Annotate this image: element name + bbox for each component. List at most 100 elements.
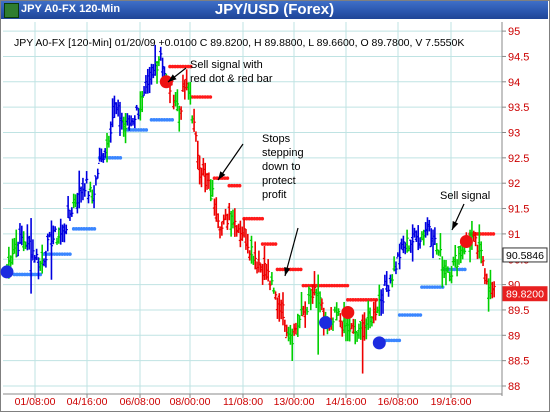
sell-signal-dot [459,235,473,249]
stop-dot [87,227,92,231]
stop-dot [139,128,143,132]
stop-dot [489,232,493,236]
stop-dot [413,313,418,317]
stop-dot [167,118,172,122]
stop-dot [60,252,64,256]
stop-dot [425,285,429,289]
stop-dot [361,298,366,302]
stop-dot [337,283,342,288]
stop-dot [162,118,167,122]
annotation-text: Sell signal [440,190,490,202]
price-box [502,286,548,302]
stop-dot [33,272,37,277]
stop-dot [198,95,202,99]
stop-dot [353,298,358,302]
stop-dot [491,232,496,236]
annotation-text: Stops [262,133,291,145]
title-bar: JPY A0-FX 120-Min JPY/USD (Forex) [1,1,548,19]
stop-dot [17,272,22,277]
stop-dot [74,227,79,231]
stop-dot [427,285,432,289]
stop-dot [278,267,282,272]
app-icon [4,3,19,18]
stop-dot [20,272,24,277]
y-tick-label: 88.5 [508,356,529,368]
stop-dot [79,227,84,231]
stop-dot [15,272,19,277]
stop-dot [400,313,405,317]
stop-dot [38,272,43,277]
annotation-text: profit [262,189,286,201]
stop-dot [55,252,59,256]
stop-dot [356,298,360,302]
stop-dot [327,283,332,288]
stop-dot [403,313,407,317]
price-box-label: 89.8200 [506,289,544,301]
stop-dot [322,283,326,288]
x-tick-label: 16/08:00 [378,396,419,408]
stop-dot [486,232,491,236]
annotation-text: protect [262,175,296,187]
stop-dot [42,252,46,256]
stop-dot [71,227,76,231]
annotation-text: red dot & red bar [190,73,273,85]
stop-dot [387,338,391,343]
y-tick-label: 93.5 [508,102,529,114]
stop-dot [90,227,94,231]
stop-dot [335,283,339,288]
x-tick-label: 19/16:00 [431,396,472,408]
stop-dot [330,283,334,288]
stop-dot [160,118,164,122]
stop-dot [173,64,177,69]
stop-dot [62,252,67,256]
stop-dot [92,227,97,231]
stop-dot [392,338,396,343]
annotation-text: down to [262,161,301,173]
stop-dot [208,95,213,99]
stop-dot [170,118,175,122]
stop-dot [369,298,373,302]
stop-dot [343,283,347,288]
stop-dot [188,64,193,69]
stop-dot [301,283,306,288]
stop-dot [84,227,89,231]
stop-dot [332,283,337,288]
stop-dot [149,118,154,122]
stop-dot [460,267,465,272]
stop-dot [165,118,169,122]
stop-dot [422,285,427,289]
stop-dot [223,176,227,180]
stop-dot [397,313,402,317]
stop-dot [452,267,457,272]
stop-dot [268,242,273,246]
stop-dot [235,183,239,188]
stop-dot [280,267,285,272]
stop-dot [405,313,410,317]
stop-dot [416,313,420,317]
annotation-arrowhead [168,74,177,82]
x-axis: 01/08:00 04/16:00 06/08:00 08/00:00 11/08:00… [15,394,472,408]
stop-dot [22,272,27,277]
stop-dot [144,128,149,132]
annotation-arrowhead [284,267,291,276]
stop-dot [181,64,185,69]
stop-dot [394,338,399,343]
stop-dot [438,285,442,289]
stop-dot [324,283,329,288]
stop-dot [263,242,268,246]
stop-dot [250,216,254,221]
stop-dot [293,267,298,272]
info-line: JPY A0-FX [120-Min] 01/20/09 +0.0100 C 8… [14,37,464,49]
stop-dot [230,183,234,188]
annotation-arrowhead [218,171,226,180]
price-box-label: 90.5846 [506,250,544,262]
y-tick-label: 94 [508,77,520,89]
sell-signal-dot [159,75,173,89]
stop-dot [257,216,262,221]
stop-dot [408,313,412,317]
y-tick-label: 91.5 [508,204,529,216]
stop-dot [12,272,17,277]
x-tick-label: 04/16:00 [67,396,108,408]
stop-dot [346,298,350,302]
